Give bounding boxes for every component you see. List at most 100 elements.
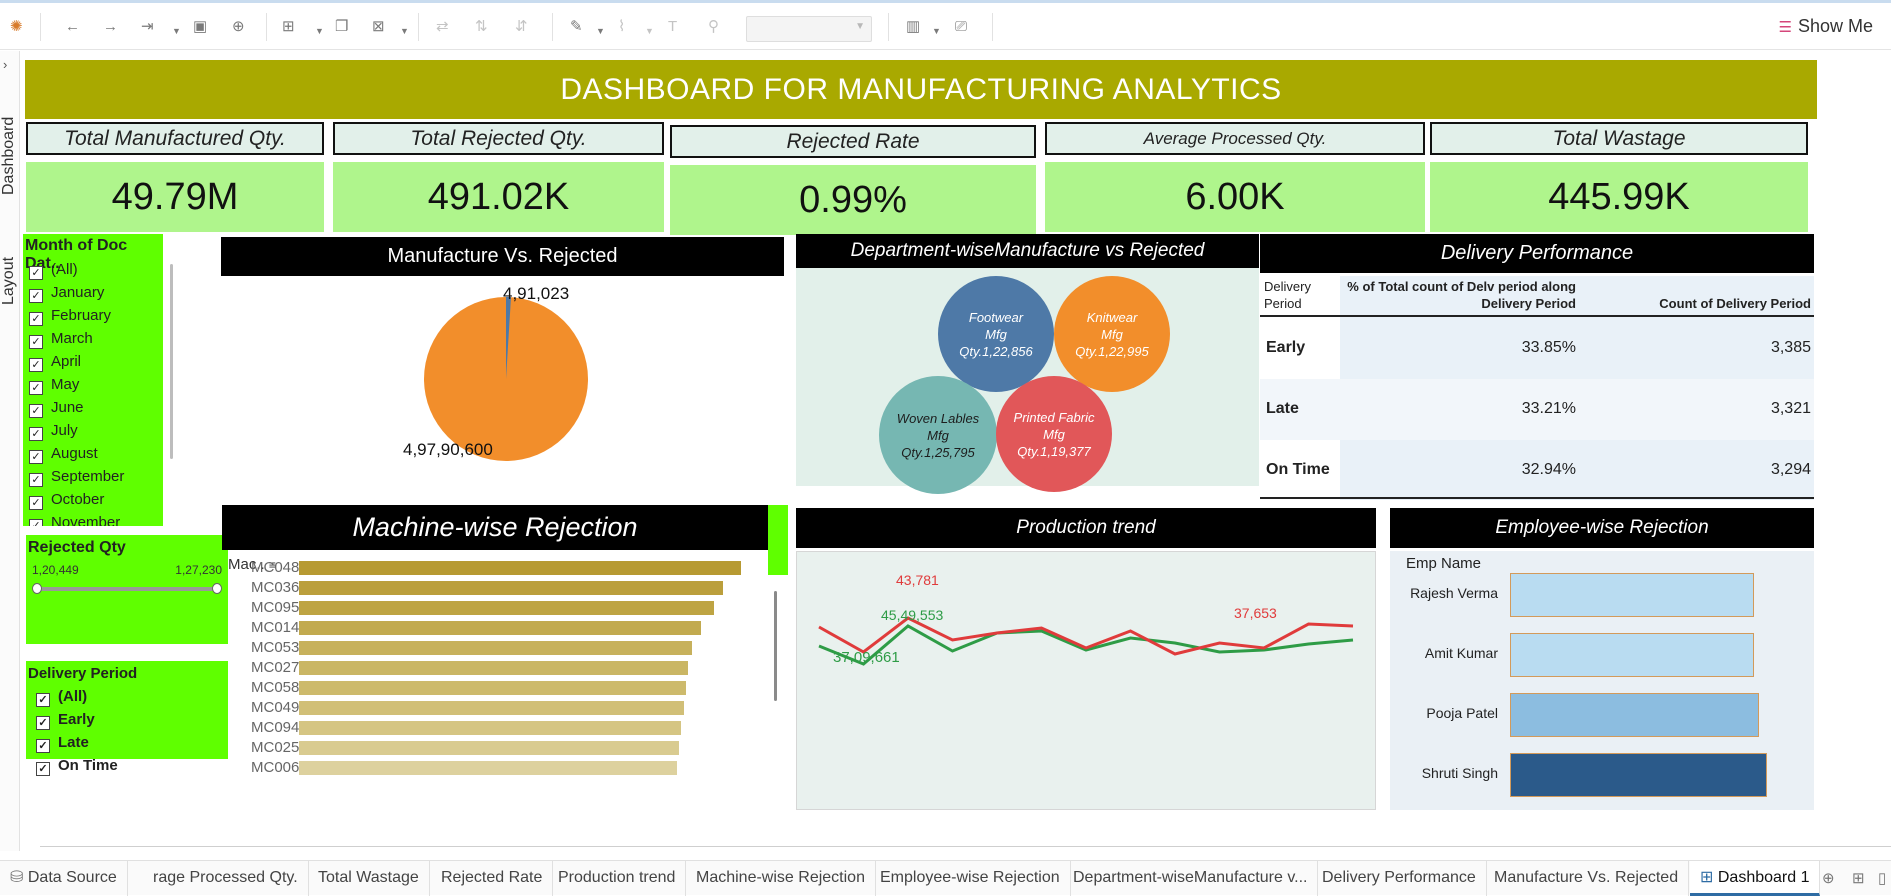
employee-bar[interactable] xyxy=(1510,753,1768,797)
tab-layout[interactable]: Layout xyxy=(0,256,17,306)
chevron-down-icon[interactable]: ▼ xyxy=(932,26,941,36)
tab-dashboard[interactable]: Dashboard xyxy=(0,116,17,196)
redo-icon[interactable]: ⇥ xyxy=(141,18,154,35)
pie-chart[interactable] xyxy=(416,289,596,469)
month-option[interactable]: ✓ July xyxy=(29,422,78,441)
trend-line-green[interactable] xyxy=(818,624,1354,666)
new-story-tab-icon[interactable]: ▯ xyxy=(1878,870,1887,887)
machine-bar[interactable] xyxy=(299,581,724,595)
production-trend-chart[interactable]: 43,781 45,49,553 37,09,661 37,653 xyxy=(796,551,1376,810)
month-option[interactable]: ✓ March xyxy=(29,330,93,349)
month-option[interactable]: ✓ May xyxy=(29,376,79,395)
machine-header[interactable]: Mac.. ≡ xyxy=(228,556,276,573)
save-icon[interactable]: ▣ xyxy=(193,18,208,35)
checkbox-checked-icon[interactable]: ✓ xyxy=(36,716,50,730)
machine-bar[interactable] xyxy=(299,641,693,655)
delivery-option[interactable]: ✓ (All) xyxy=(36,688,87,707)
trend-lines[interactable] xyxy=(797,552,1377,811)
tab-average-processed-qty[interactable]: rage Processed Qty. xyxy=(143,861,309,896)
checkbox-checked-icon[interactable]: ✓ xyxy=(29,289,43,303)
chevron-down-icon[interactable]: ▼ xyxy=(645,26,654,36)
tab-delivery-performance[interactable]: Delivery Performance xyxy=(1312,861,1487,896)
machine-bar[interactable] xyxy=(299,701,684,715)
swap-icon[interactable]: ⇄ xyxy=(436,18,449,35)
checkbox-checked-icon[interactable]: ✓ xyxy=(29,473,43,487)
forward-icon[interactable]: → xyxy=(103,18,118,35)
tab-dashboard-1[interactable]: ⊞ Dashboard 1 xyxy=(1690,861,1821,896)
tab-employee-wise-rejection[interactable]: Employee-wise Rejection xyxy=(870,861,1071,896)
range-slider-max-handle[interactable] xyxy=(212,583,222,594)
bubble-knitwear[interactable]: Knitwear Mfg Qty.1,22,995 xyxy=(1054,276,1170,392)
month-option[interactable]: ✓ August xyxy=(29,445,98,464)
checkbox-checked-icon[interactable]: ✓ xyxy=(29,312,43,326)
tab-total-wastage[interactable]: Total Wastage xyxy=(308,861,430,896)
machine-bar[interactable] xyxy=(299,721,682,735)
machine-chart-scrollbar[interactable] xyxy=(774,591,777,701)
pin-icon[interactable]: ⚲ xyxy=(708,18,719,35)
expand-chevron-icon[interactable]: › xyxy=(3,57,8,72)
month-option[interactable]: ✓ November xyxy=(29,514,120,526)
clear-icon[interactable]: ⊠ xyxy=(372,18,385,35)
chevron-down-icon[interactable]: ▼ xyxy=(172,26,181,36)
tab-machine-wise-rejection[interactable]: Machine-wise Rejection xyxy=(686,861,876,896)
checkbox-checked-icon[interactable]: ✓ xyxy=(36,739,50,753)
back-icon[interactable]: ← xyxy=(65,18,80,35)
table-row[interactable]: Early 33.85% 3,385 xyxy=(1260,318,1814,379)
paperclip-icon[interactable]: ⌇ xyxy=(618,18,626,35)
checkbox-checked-icon[interactable]: ✓ xyxy=(29,358,43,372)
tab-department-wise[interactable]: Department-wiseManufacture v... xyxy=(1063,861,1319,896)
checkbox-checked-icon[interactable]: ✓ xyxy=(29,266,43,280)
month-option[interactable]: ✓ (All) xyxy=(29,261,78,280)
bubble-printed-fabric[interactable]: Printed Fabric Mfg Qty.1,19,377 xyxy=(996,376,1112,492)
month-option[interactable]: ✓ October xyxy=(29,491,104,510)
month-option[interactable]: ✓ September xyxy=(29,468,124,487)
delivery-option[interactable]: ✓ On Time xyxy=(36,757,118,776)
new-worksheet-tab-icon[interactable]: ⊕ xyxy=(1822,870,1835,887)
checkbox-checked-icon[interactable]: ✓ xyxy=(29,381,43,395)
checkbox-checked-icon[interactable]: ✓ xyxy=(36,693,50,707)
fit-dropdown[interactable]: ▼ xyxy=(746,16,872,42)
chevron-down-icon[interactable]: ▼ xyxy=(400,26,409,36)
chart-type-icon[interactable]: ▥ xyxy=(906,18,921,35)
machine-bar[interactable] xyxy=(299,601,715,615)
new-dashboard-tab-icon[interactable]: ⊞ xyxy=(1852,870,1865,887)
checkbox-checked-icon[interactable]: ✓ xyxy=(36,762,50,776)
month-option[interactable]: ✓ February xyxy=(29,307,111,326)
range-slider-min-handle[interactable] xyxy=(32,583,42,594)
machine-bar[interactable] xyxy=(299,741,680,755)
checkbox-checked-icon[interactable]: ✓ xyxy=(29,404,43,418)
sort-asc-icon[interactable]: ⇅ xyxy=(475,18,488,35)
sort-icon[interactable]: ≡ xyxy=(268,558,276,572)
tab-production-trend[interactable]: Production trend xyxy=(548,861,687,896)
bubble-woven-lables[interactable]: Woven Lables Mfg Qty.1,25,795 xyxy=(879,376,997,494)
checkbox-checked-icon[interactable]: ✓ xyxy=(29,427,43,441)
machine-bar[interactable] xyxy=(299,681,686,695)
show-me-button[interactable]: ☰ Show Me xyxy=(1779,16,1874,37)
month-option[interactable]: ✓ April xyxy=(29,353,81,372)
chevron-down-icon[interactable]: ▼ xyxy=(315,26,324,36)
employee-bar[interactable] xyxy=(1510,573,1754,617)
machine-bar[interactable] xyxy=(299,661,688,675)
new-worksheet-icon[interactable]: ⊞ xyxy=(282,18,295,35)
range-slider-track[interactable] xyxy=(36,587,217,591)
tableau-logo-icon[interactable]: ✺ xyxy=(10,18,23,35)
text-icon[interactable]: T xyxy=(668,18,678,35)
sort-desc-icon[interactable]: ⇵ xyxy=(515,18,528,35)
month-filter-scrollbar[interactable] xyxy=(170,264,173,459)
chevron-down-icon[interactable]: ▼ xyxy=(596,26,605,36)
tab-manufacture-vs-rejected[interactable]: Manufacture Vs. Rejected xyxy=(1484,861,1690,896)
new-datasource-icon[interactable]: ⊕ xyxy=(232,18,245,35)
machine-bar[interactable] xyxy=(299,761,677,775)
bubble-chart[interactable]: Footwear Mfg Qty.1,22,856 Knitwear Mfg Q… xyxy=(796,268,1259,494)
trend-line-red[interactable] xyxy=(818,616,1354,656)
machine-bar-chart[interactable]: MC048 MC036 MC095 MC014 MC053 MC027 MC058 MC049… xyxy=(231,559,771,789)
checkbox-checked-icon[interactable]: ✓ xyxy=(29,519,43,526)
employee-bar-chart[interactable]: Emp Name Rajesh Verma Amit Kumar Pooja Pat… xyxy=(1390,551,1814,810)
tab-data-source[interactable]: ⛁ Data Source xyxy=(0,861,128,896)
table-row[interactable]: Late 33.21% 3,321 xyxy=(1260,379,1814,440)
presentation-icon[interactable]: ⎚ xyxy=(955,18,968,35)
employee-bar[interactable] xyxy=(1510,693,1760,737)
delivery-option[interactable]: ✓ Early xyxy=(36,711,95,730)
tab-rejected-rate[interactable]: Rejected Rate xyxy=(431,861,554,896)
checkbox-checked-icon[interactable]: ✓ xyxy=(29,496,43,510)
